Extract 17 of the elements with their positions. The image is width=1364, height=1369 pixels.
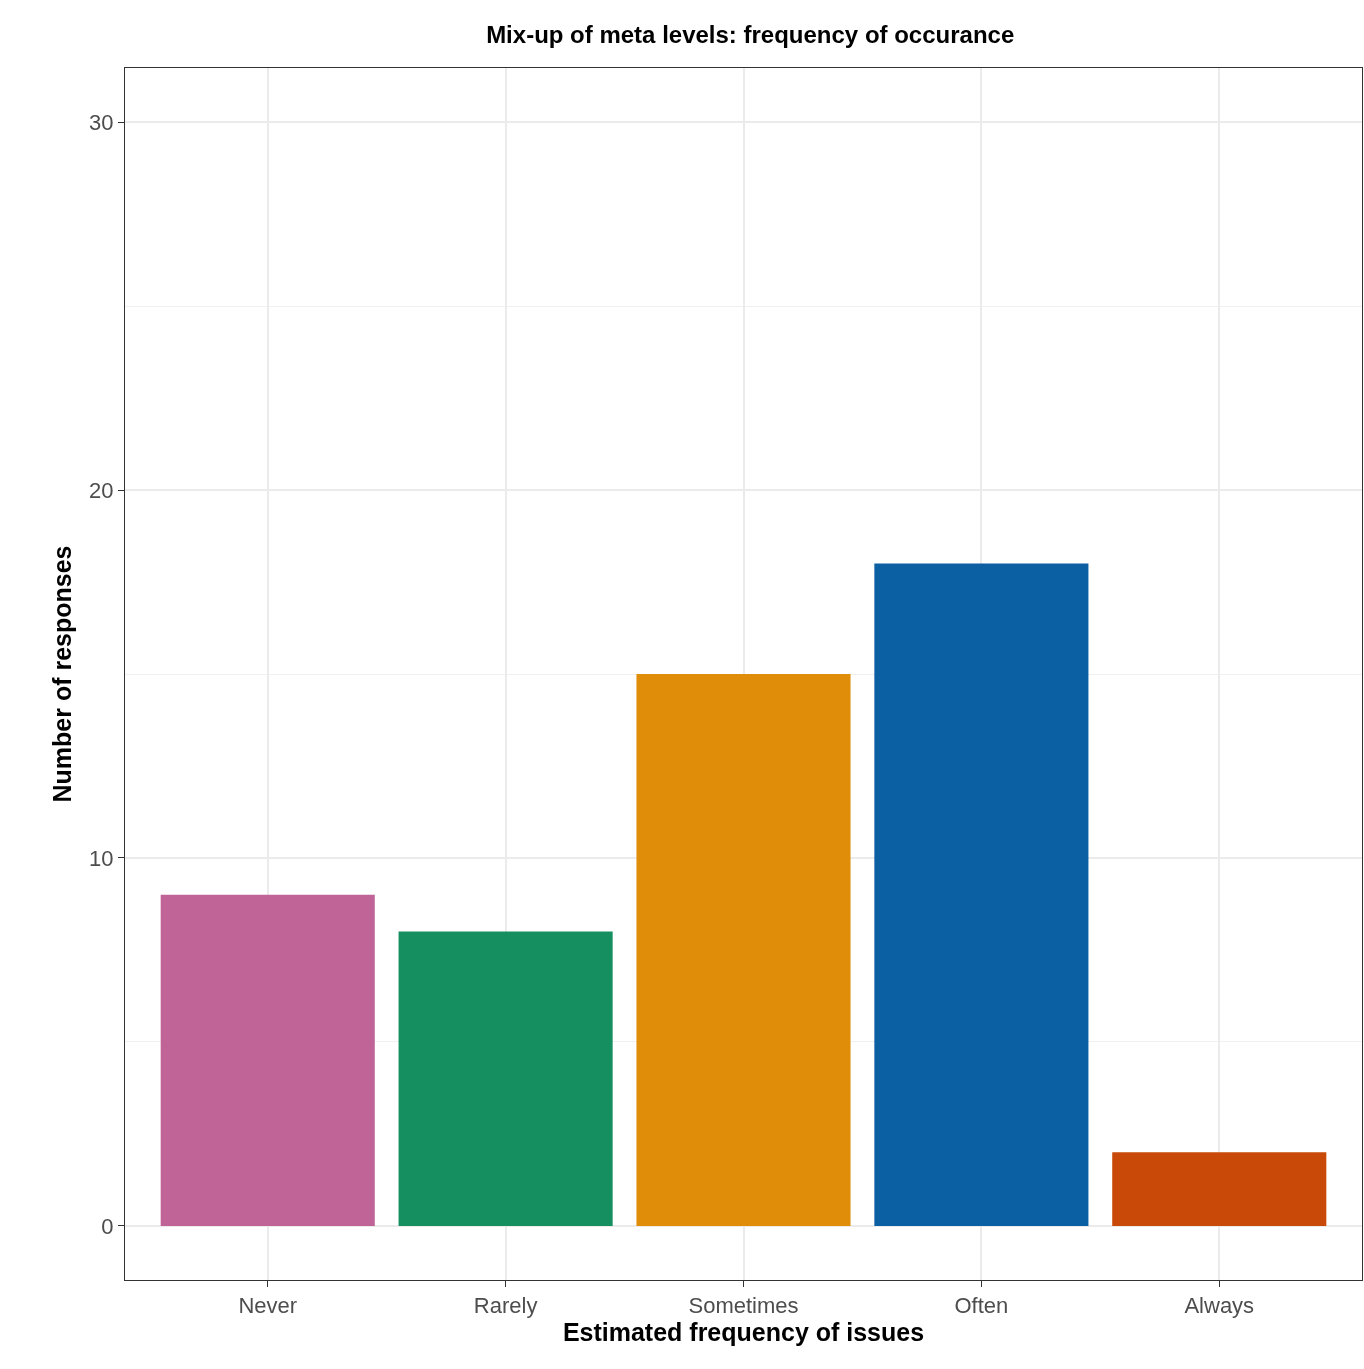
- y-tick-label: 30: [89, 109, 114, 135]
- bar: [874, 563, 1089, 1226]
- x-axis-title: Estimated frequency of issues: [562, 1318, 925, 1347]
- bar: [636, 674, 851, 1226]
- x-tick-label: Never: [238, 1293, 298, 1319]
- y-axis-title: Number of responses: [47, 545, 76, 803]
- x-tick-label: Often: [954, 1293, 1009, 1319]
- y-tick-label: 10: [89, 845, 114, 871]
- bar: [1112, 1152, 1327, 1226]
- bar: [398, 931, 613, 1226]
- x-tick-label: Rarely: [473, 1293, 538, 1319]
- y-tick-label: 20: [89, 477, 114, 503]
- x-tick-label: Sometimes: [688, 1293, 799, 1319]
- y-tick-label: 0: [101, 1213, 114, 1239]
- bar: [160, 894, 375, 1226]
- chart-title: Mix-up of meta levels: frequency of occurance: [486, 20, 1015, 48]
- x-tick-label: Always: [1184, 1293, 1255, 1319]
